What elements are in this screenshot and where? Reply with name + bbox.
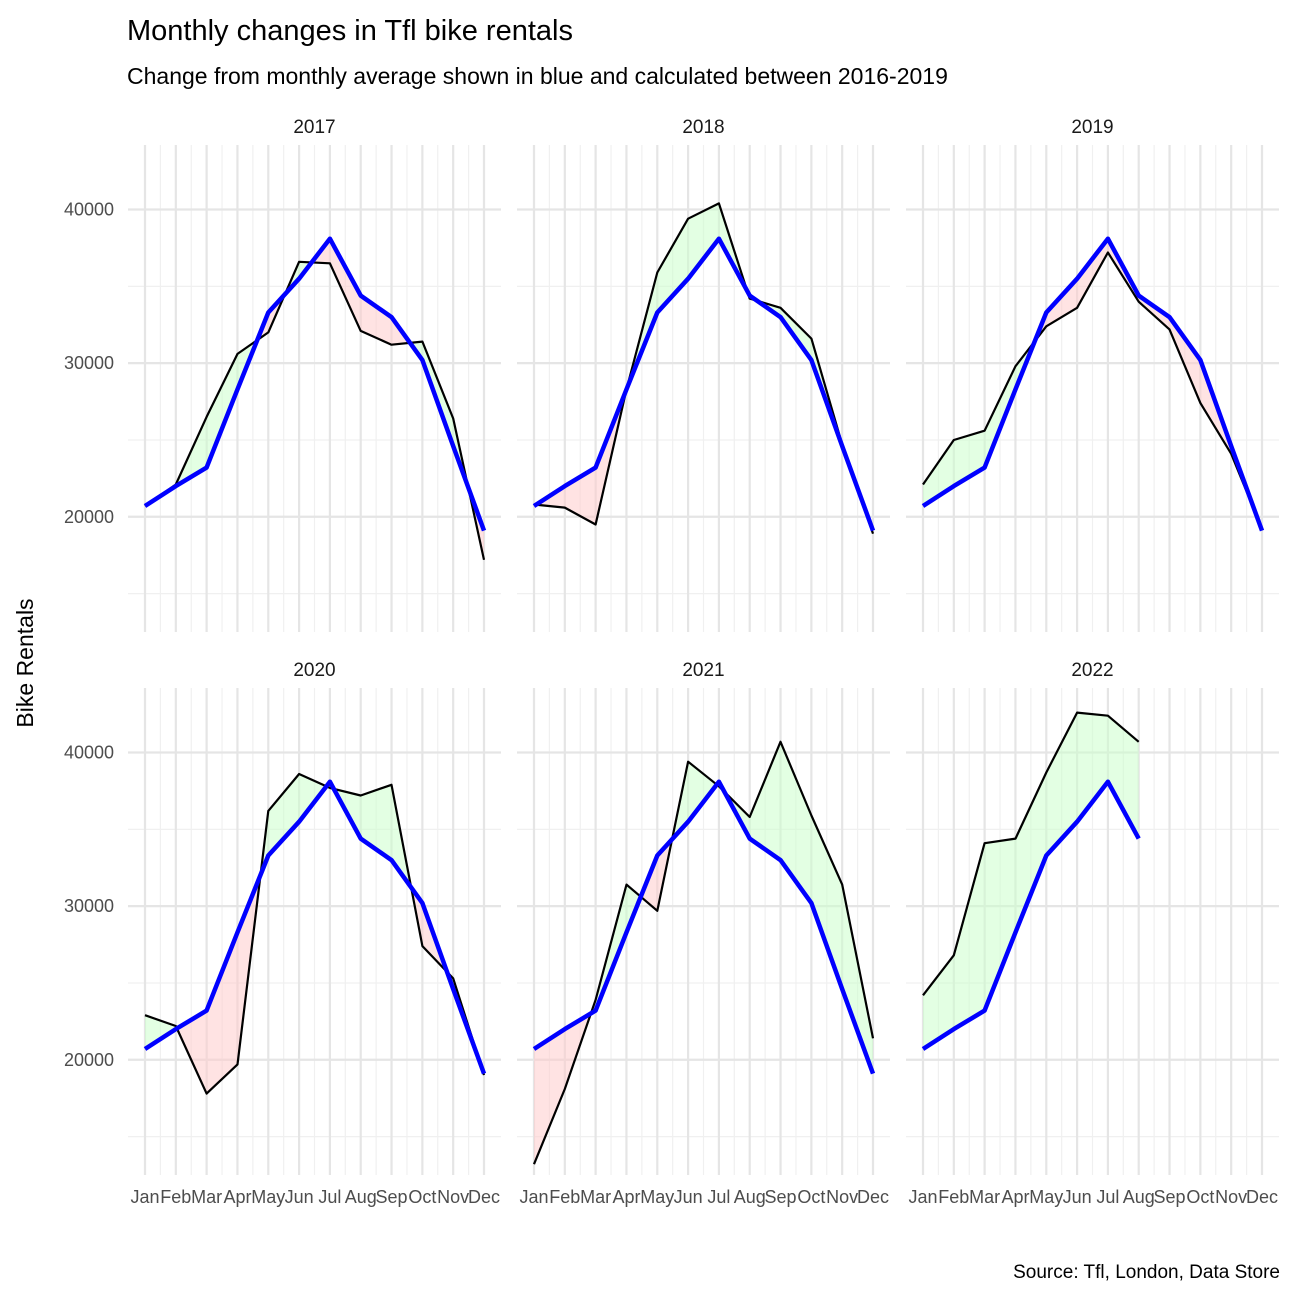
- x-tick-label: Jun: [1063, 1187, 1092, 1207]
- y-axis-label: Bike Rentals: [12, 598, 38, 727]
- ribbon-above-average: [1015, 772, 1047, 933]
- x-tick-label: Oct: [408, 1187, 436, 1207]
- ribbon-above-average: [1107, 715, 1139, 839]
- facet-label: 2020: [293, 660, 335, 681]
- chart-title: Monthly changes in Tfl bike rentals: [127, 15, 573, 47]
- ribbon-above-average: [811, 815, 843, 990]
- ribbon-above-average: [953, 430, 985, 487]
- x-tick-label: Mar: [580, 1187, 611, 1207]
- ribbon-above-average: [688, 203, 719, 279]
- monthly-average-line: [921, 779, 1141, 1051]
- actual-rentals-line: [144, 260, 486, 561]
- ribbon-above-average: [1077, 712, 1108, 822]
- x-tick-label: Jun: [285, 1187, 314, 1207]
- x-tick-label: May: [640, 1187, 674, 1207]
- x-tick-label: Dec: [468, 1187, 500, 1207]
- x-tick-label: Feb: [938, 1187, 969, 1207]
- x-tick-label: Aug: [345, 1187, 377, 1207]
- ribbon-below-average: [1138, 295, 1170, 330]
- x-tick-label: Apr: [612, 1187, 640, 1207]
- ribbon-above-average: [842, 884, 873, 1074]
- x-tick-label: Jan: [519, 1187, 548, 1207]
- ribbon-below-average: [1046, 278, 1078, 327]
- x-tick-label: Mar: [969, 1187, 1000, 1207]
- x-tick-label: Dec: [857, 1187, 889, 1207]
- x-tick-label: Aug: [1123, 1187, 1155, 1207]
- x-tick-label: Nov: [826, 1187, 858, 1207]
- x-tick-label: Mar: [191, 1187, 222, 1207]
- y-tick-label: 40000: [64, 200, 114, 220]
- y-tick-label: 30000: [64, 896, 114, 916]
- x-tick-label: Sep: [376, 1187, 408, 1207]
- ribbon-above-average: [984, 838, 1016, 1011]
- x-tick-label: Feb: [160, 1187, 191, 1207]
- ribbon-above-average: [657, 218, 689, 313]
- y-tick-label: 20000: [64, 1050, 114, 1070]
- ribbon-above-average: [688, 761, 717, 822]
- actual-rentals-line: [533, 202, 875, 535]
- y-tick-label: 30000: [64, 353, 114, 373]
- facet-label: 2021: [682, 660, 724, 681]
- monthly-average-line: [532, 236, 876, 532]
- facet-panels: 2017 20000 30000 40000 2018 2019 2020 20000 3000…: [64, 117, 1279, 1207]
- x-tick-label: Feb: [549, 1187, 580, 1207]
- ribbon-above-average: [206, 353, 238, 468]
- chart-caption: Source: Tfl, London, Data Store: [1013, 1262, 1280, 1283]
- facet-label: 2019: [1071, 117, 1113, 138]
- x-tick-label: Sep: [1154, 1187, 1186, 1207]
- facet-panel-2019: 2019: [906, 117, 1279, 632]
- ribbon-below-average: [329, 238, 361, 331]
- ribbon-below-average: [360, 295, 392, 345]
- y-tick-label: 20000: [64, 507, 114, 527]
- monthly-average-line: [143, 779, 487, 1075]
- facet-panel-2018: 2018: [517, 117, 890, 632]
- actual-rentals-line: [922, 711, 1140, 996]
- x-tick-label: Oct: [797, 1187, 825, 1207]
- ribbon-below-average: [1077, 238, 1108, 308]
- x-tick-label: Jan: [130, 1187, 159, 1207]
- ribbon-below-average: [206, 932, 238, 1094]
- x-tick-label: Jul: [318, 1187, 341, 1207]
- ribbon-above-average: [1046, 712, 1078, 856]
- monthly-average-line: [921, 236, 1265, 532]
- ribbon-above-average: [923, 955, 954, 1049]
- x-tick-label: Jan: [908, 1187, 937, 1207]
- x-tick-label: May: [251, 1187, 285, 1207]
- ribbon-below-average: [1169, 317, 1201, 404]
- x-tick-label: Nov: [437, 1187, 469, 1207]
- x-tick-label: Jul: [1096, 1187, 1119, 1207]
- x-tick-label: Apr: [1001, 1187, 1029, 1207]
- x-tick-label: Dec: [1246, 1187, 1278, 1207]
- x-tick-label: Oct: [1186, 1187, 1214, 1207]
- ribbon-below-average: [534, 1029, 565, 1165]
- ribbon-below-average: [176, 1010, 207, 1094]
- facet-panel-2020: 2020 20000 30000 40000 Jan Feb Mar Apr May Jun Jul…: [64, 660, 501, 1207]
- x-tick-label: May: [1029, 1187, 1063, 1207]
- x-tick-label: Nov: [1215, 1187, 1247, 1207]
- monthly-average-line: [532, 779, 876, 1075]
- facet-panel-2017: 2017 20000 30000 40000: [64, 117, 501, 632]
- ribbon-above-average: [780, 741, 812, 904]
- monthly-average-line: [143, 236, 487, 532]
- chart-subtitle: Change from monthly average shown in blu…: [127, 63, 948, 89]
- x-tick-label: Jul: [707, 1187, 730, 1207]
- x-tick-label: Aug: [734, 1187, 766, 1207]
- x-tick-label: Apr: [223, 1187, 251, 1207]
- facet-label: 2017: [293, 117, 335, 138]
- x-tick-label: Jun: [674, 1187, 703, 1207]
- facet-label: 2018: [682, 117, 724, 138]
- actual-rentals-line: [144, 772, 486, 1095]
- x-tick-label: Sep: [765, 1187, 797, 1207]
- ribbon-above-average: [268, 774, 300, 856]
- ribbon-above-average: [749, 741, 781, 861]
- facet-label: 2022: [1071, 660, 1113, 681]
- y-tick-label: 40000: [64, 743, 114, 763]
- ribbon-above-average: [953, 843, 985, 1030]
- actual-rentals-line: [922, 251, 1264, 530]
